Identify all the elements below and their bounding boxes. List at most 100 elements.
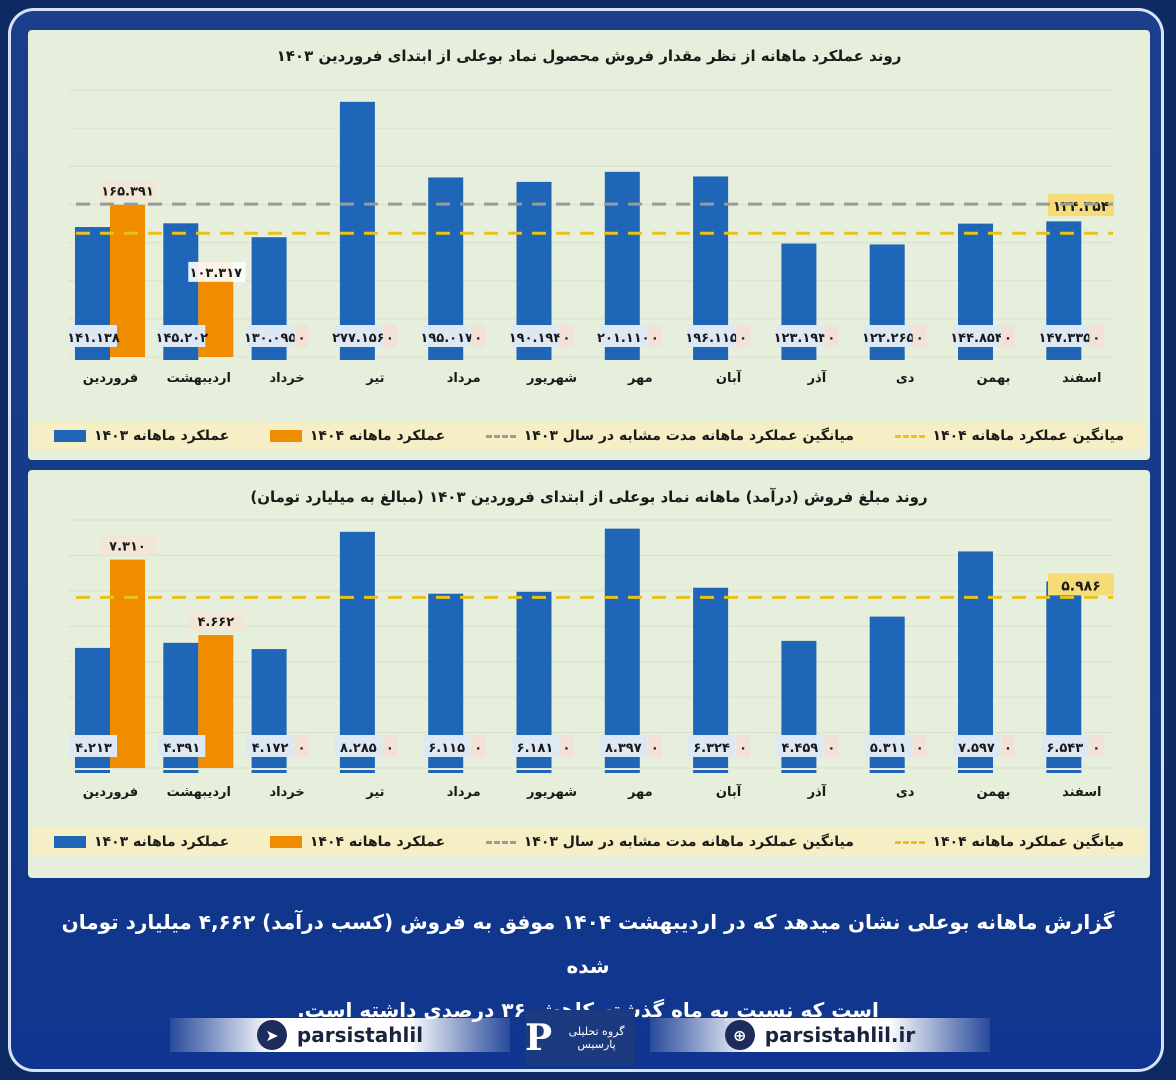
value-label-1404: ۰ bbox=[916, 741, 924, 756]
value-label-1404: ۰ bbox=[827, 741, 835, 756]
value-label-bg bbox=[1001, 735, 1015, 757]
value-label-bg bbox=[246, 325, 294, 347]
month-label: مرداد bbox=[447, 785, 481, 800]
month-label: تیر bbox=[365, 785, 384, 800]
value-label-1404: ۰ bbox=[563, 741, 571, 756]
month-label: بهمن bbox=[977, 785, 1011, 800]
value-label-1404: ۰ bbox=[298, 741, 306, 756]
value-label-bg bbox=[776, 735, 824, 757]
bar-baseline-dash bbox=[516, 357, 552, 360]
value-label-bg bbox=[1089, 735, 1104, 757]
chart-legend: میانگین عملکرد ماهانه ۱۴۰۴ میانگین عملکر… bbox=[32, 422, 1146, 450]
value-label-1403: ۱۴۷.۳۳۵ bbox=[1039, 331, 1092, 346]
value-label-bg bbox=[246, 735, 294, 757]
value-label-bg bbox=[1089, 325, 1104, 347]
footer: ➤ parsistahlil P گروه تحلیلی پارسیس ⊕ pa… bbox=[170, 1010, 990, 1066]
value-label-bg bbox=[559, 735, 574, 757]
website-link[interactable]: ⊕ parsistahlil.ir bbox=[650, 1018, 990, 1052]
value-label-bg bbox=[188, 611, 246, 632]
value-label-bg bbox=[912, 325, 927, 347]
telegram-link[interactable]: ➤ parsistahlil bbox=[170, 1018, 510, 1052]
value-label-1404: ۰ bbox=[298, 331, 306, 346]
chart-title: روند مبلغ فروش (درآمد) ماهانه نماد بوعلی… bbox=[250, 488, 928, 506]
bar-baseline-dash bbox=[604, 770, 640, 773]
legend-avg-1404: میانگین عملکرد ماهانه ۱۴۰۴ bbox=[894, 834, 1124, 850]
value-label-bg bbox=[599, 325, 647, 347]
bar-1403 bbox=[339, 531, 375, 768]
legend-monthly-1403: عملکرد ماهانه ۱۴۰۳ bbox=[54, 428, 229, 444]
orange-swatch bbox=[269, 836, 302, 848]
value-label-1404: ۰ bbox=[386, 331, 394, 346]
gray-dash-swatch bbox=[485, 840, 516, 844]
month-label: آذر bbox=[807, 783, 827, 800]
value-label-1403: ۱۹۵.۰۱۷ bbox=[420, 331, 473, 346]
bar-baseline-dash bbox=[339, 357, 375, 360]
value-label-bg bbox=[776, 325, 824, 347]
value-label-bg bbox=[334, 735, 382, 757]
value-label-bg bbox=[647, 325, 662, 347]
bar-baseline-dash bbox=[75, 357, 110, 360]
month-label: خرداد bbox=[269, 371, 304, 386]
month-label: شهریور bbox=[526, 371, 577, 386]
value-label-1404: ۰ bbox=[1092, 331, 1100, 346]
legend-avg-1403: میانگین عملکرد ماهانه مدت مشابه در سال ۱… bbox=[485, 834, 854, 850]
sales-volume-chart-panel: روند عملکرد ماهانه از نظر مقدار فروش محص… bbox=[28, 30, 1150, 460]
telegram-icon: ➤ bbox=[256, 1020, 287, 1050]
avg-1404-label: ۱۳۴.۳۵۴ bbox=[1053, 199, 1110, 215]
value-label-1404: ۰ bbox=[739, 741, 747, 756]
month-label: بهمن bbox=[977, 371, 1011, 386]
value-label-1404: ۰ bbox=[1004, 741, 1012, 756]
value-label-bg bbox=[688, 735, 736, 757]
value-label-1403: ۲۰۱.۱۱۰ bbox=[597, 331, 650, 346]
value-label-1404: ۰ bbox=[651, 741, 659, 756]
value-label-1403: ۴.۳۹۱ bbox=[163, 741, 200, 756]
value-label-1403: ۲۷۷.۱۵۶ bbox=[332, 331, 385, 346]
revenue-chart-panel: روند مبلغ فروش (درآمد) ماهانه نماد بوعلی… bbox=[28, 470, 1150, 878]
bar-baseline-dash bbox=[251, 770, 287, 773]
value-label-1404: ۰ bbox=[563, 331, 571, 346]
bar-baseline-dash bbox=[251, 357, 287, 360]
value-label-bg bbox=[334, 325, 382, 347]
value-label-bg bbox=[294, 325, 309, 347]
value-label-bg bbox=[423, 735, 471, 757]
globe-icon: ⊕ bbox=[724, 1020, 755, 1050]
bar-baseline-dash bbox=[958, 770, 993, 773]
value-label-bg bbox=[953, 325, 1000, 347]
value-label-bg bbox=[824, 325, 839, 347]
month-label: مهر bbox=[627, 371, 653, 386]
value-label-1404: ۱۶۵.۳۹۱ bbox=[101, 185, 154, 200]
value-label-bg bbox=[188, 261, 246, 282]
month-label: مهر bbox=[627, 785, 653, 800]
value-label-1404: ۰ bbox=[739, 331, 747, 346]
month-label: شهریور bbox=[526, 785, 577, 800]
chart-legend: میانگین عملکرد ماهانه ۱۴۰۴ میانگین عملکر… bbox=[32, 828, 1146, 856]
bar-baseline-dash bbox=[781, 357, 817, 360]
legend-monthly-1404: عملکرد ماهانه ۱۴۰۴ bbox=[269, 428, 445, 444]
value-label-bg bbox=[599, 735, 647, 757]
value-label-1404: ۰ bbox=[651, 331, 659, 346]
avg-1404-label: ۵.۹۸۶ bbox=[1061, 578, 1101, 594]
value-label-bg bbox=[511, 325, 559, 347]
value-label-bg bbox=[688, 325, 736, 347]
value-label-1404: ۰ bbox=[827, 331, 835, 346]
avg-label-bg bbox=[1048, 194, 1114, 217]
value-label-1403: ۱۴۱.۱۳۸ bbox=[67, 331, 120, 346]
logo-text: گروه تحلیلی پارسیس bbox=[568, 1025, 625, 1051]
value-label-1403: ۱۹۰.۱۹۴ bbox=[509, 331, 562, 346]
bar-baseline-dash bbox=[428, 357, 464, 360]
month-label: آبان bbox=[716, 369, 742, 386]
bar-baseline-dash bbox=[516, 770, 552, 773]
value-label-bg bbox=[294, 735, 309, 757]
value-label-1403: ۶.۵۴۳ bbox=[1046, 741, 1083, 756]
legend-avg-1403: میانگین عملکرد ماهانه مدت مشابه در سال ۱… bbox=[485, 428, 854, 444]
bar-baseline-dash bbox=[693, 770, 729, 773]
sales-volume-chart: ۱۴۱.۱۳۸ ۱۶۵.۳۹۱ فروردین ۱۴۵.۲۰۲ ۱۰۳.۳۱۷ اردیب… bbox=[67, 89, 1114, 386]
month-label: تیر bbox=[365, 371, 384, 386]
bar-baseline-dash bbox=[1046, 357, 1082, 360]
yellow-dash-swatch bbox=[894, 434, 925, 438]
month-label: دی bbox=[896, 785, 915, 800]
value-label-1403: ۶.۳۲۴ bbox=[693, 741, 730, 756]
value-label-bg bbox=[70, 735, 117, 757]
month-label: آبان bbox=[716, 783, 742, 800]
value-label-1404: ۰ bbox=[474, 331, 482, 346]
